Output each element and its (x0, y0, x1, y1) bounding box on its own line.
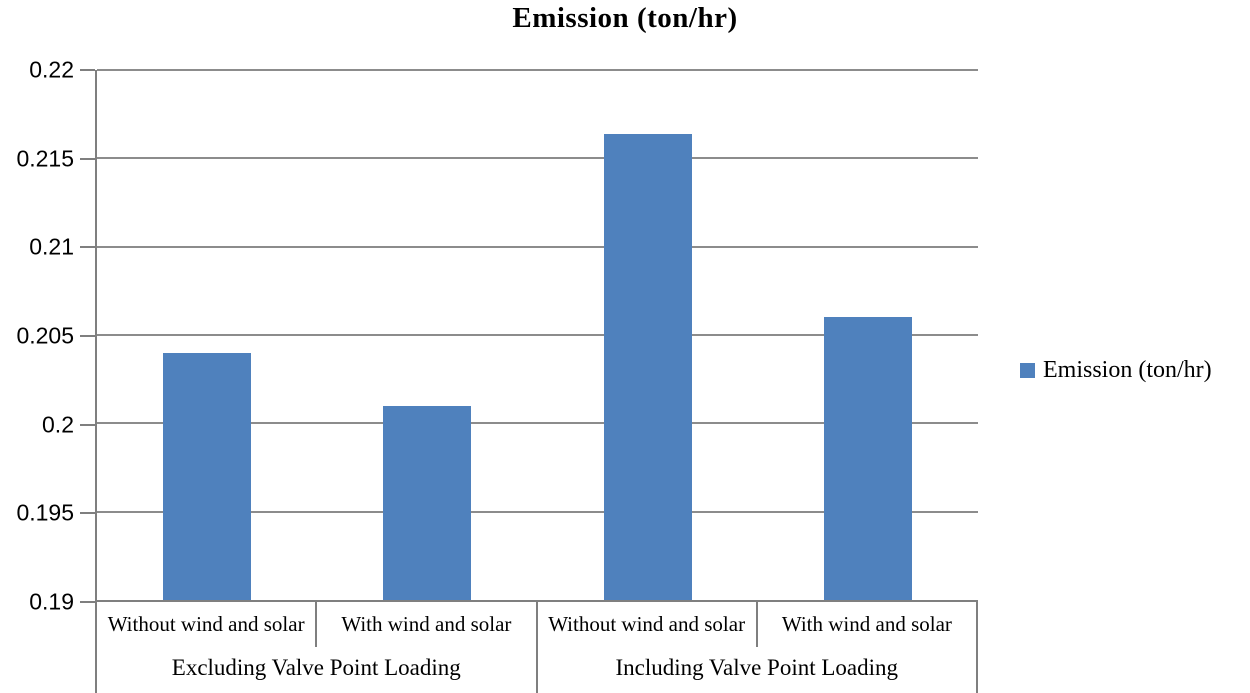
y-axis-tick-label: 0.2 (42, 411, 74, 438)
y-axis-tick (80, 157, 95, 160)
y-axis-tick (80, 512, 95, 515)
gridline (97, 157, 978, 160)
group-label: Excluding Valve Point Loading (171, 655, 461, 680)
y-axis-tick (80, 601, 95, 603)
y-axis-tick (80, 335, 95, 337)
gridline (97, 69, 978, 71)
x-axis-category-table: Without wind and solar With wind and sola… (95, 602, 978, 693)
bar (163, 352, 252, 600)
y-axis-tick (80, 423, 95, 426)
bar (603, 133, 692, 600)
subcategory-row: Without wind and solar With wind and sola… (538, 602, 977, 647)
group-label: Including Valve Point Loading (615, 655, 899, 680)
plot-area (95, 69, 978, 602)
y-axis-tick (80, 246, 95, 249)
legend-label: Emission (ton/hr) (1043, 357, 1212, 383)
category-group: Without wind and solar With wind and sola… (97, 602, 538, 693)
y-axis-tick-label: 0.215 (16, 145, 74, 172)
subcategory-row: Without wind and solar With wind and sola… (97, 602, 536, 647)
bar (383, 405, 472, 600)
gridline (97, 510, 978, 513)
gridline (97, 334, 978, 336)
category-group: Without wind and solar With wind and sola… (538, 602, 977, 693)
y-axis-tick-label: 0.195 (16, 499, 74, 526)
y-axis-tick-label: 0.205 (16, 322, 74, 349)
subcategory-label: With wind and solar (781, 612, 952, 636)
chart-title: Emission (ton/hr) (512, 2, 738, 34)
legend-swatch-icon (1020, 363, 1035, 378)
y-axis-tick-label: 0.22 (29, 56, 74, 83)
subcategory-label: Without wind and solar (538, 602, 758, 647)
y-axis-tick (80, 69, 95, 71)
subcategory-label: With wind and solar (341, 612, 512, 636)
y-axis-tick-label: 0.21 (29, 233, 74, 260)
legend: Emission (ton/hr) (1020, 357, 1212, 384)
y-axis-tick-label: 0.19 (29, 588, 74, 615)
gridline (97, 245, 978, 248)
gridline (97, 422, 978, 425)
bar (823, 317, 912, 600)
y-axis: 0.22 0.215 0.21 0.205 0.2 0.195 0.19 (0, 57, 95, 615)
subcategory-label: Without wind and solar (97, 602, 318, 647)
